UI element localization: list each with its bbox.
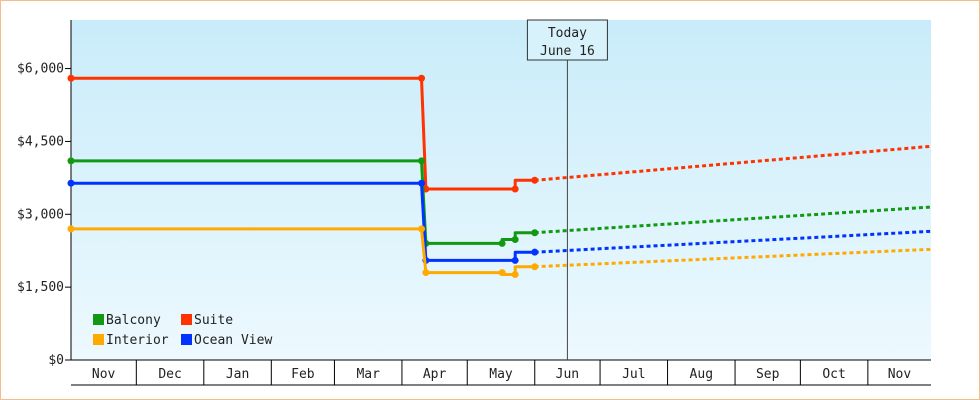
series-marker xyxy=(67,74,75,82)
legend-label: Interior xyxy=(106,333,169,348)
series-balcony xyxy=(67,157,932,247)
series-marker xyxy=(67,225,75,233)
x-tick-label: Feb xyxy=(291,367,315,382)
series-marker xyxy=(511,185,519,193)
series-marker xyxy=(498,269,506,277)
series-marker xyxy=(67,157,75,165)
series-forecast-line xyxy=(534,144,932,182)
series-marker xyxy=(531,263,539,271)
series-line xyxy=(71,181,535,262)
series-marker xyxy=(511,256,519,264)
series-marker xyxy=(418,74,426,82)
series-forecast-line xyxy=(534,229,932,254)
today-label: Today xyxy=(548,26,587,41)
today-annotation: Today June 16 xyxy=(526,19,608,360)
x-tick-label: Jul xyxy=(622,367,645,382)
y-tick-label: $3,000 xyxy=(17,207,64,222)
legend-label: Suite xyxy=(194,313,233,328)
series-marker xyxy=(511,271,519,279)
series-forecast-line xyxy=(534,247,932,269)
series-marker xyxy=(418,157,426,165)
legend-swatch xyxy=(181,334,192,345)
series-marker xyxy=(418,179,426,187)
x-tick-label: Sep xyxy=(756,367,780,382)
series-marker xyxy=(511,236,519,244)
legend-swatch xyxy=(93,334,104,345)
today-box xyxy=(526,19,608,61)
x-tick-label: Apr xyxy=(423,367,447,382)
series-marker xyxy=(418,225,426,233)
y-tick-label: $6,000 xyxy=(17,62,64,77)
y-tick-label: $4,500 xyxy=(17,134,64,149)
legend-label: Ocean View xyxy=(194,333,272,348)
y-tick-label: $0 xyxy=(48,353,64,368)
series-suite xyxy=(67,74,932,193)
x-axis: Nov Dec Jan Feb Mar Apr May Jun Jul Aug Sep Oct Nov xyxy=(71,359,931,386)
series-layer xyxy=(67,74,932,279)
legend-item-ocean-view: Ocean View xyxy=(181,333,272,348)
series-marker xyxy=(531,176,539,184)
legend-item-balcony: Balcony xyxy=(93,313,161,328)
series-marker xyxy=(67,179,75,187)
series-marker xyxy=(531,229,539,237)
series-interior xyxy=(67,225,932,279)
y-tick-label: $1,500 xyxy=(17,280,64,295)
x-tick-label: Nov xyxy=(888,367,912,382)
series-marker xyxy=(498,239,506,247)
x-tick-label: May xyxy=(489,367,513,382)
legend-item-interior: Interior xyxy=(93,333,169,348)
x-tick-label: Jun xyxy=(556,367,579,382)
legend-item-suite: Suite xyxy=(181,313,233,328)
legend-label: Balcony xyxy=(106,313,161,328)
legend-swatch xyxy=(181,314,192,325)
series-marker xyxy=(422,269,430,277)
legend-swatch xyxy=(93,314,104,325)
x-tick-label: Jan xyxy=(226,367,249,382)
x-tick-label: Oct xyxy=(822,367,845,382)
series-line xyxy=(71,76,535,191)
y-axis: $0 $1,500 $3,000 $4,500 $6,000 xyxy=(17,20,72,368)
x-tick-label: Dec xyxy=(158,367,181,382)
series-forecast-line xyxy=(534,205,932,235)
x-tick-label: Nov xyxy=(92,367,116,382)
x-tick-label: Mar xyxy=(356,367,380,382)
series-marker xyxy=(531,248,539,256)
legend: Balcony Suite Interior Ocean View xyxy=(93,313,272,348)
today-date-label: June 16 xyxy=(540,44,595,59)
x-tick-label: Aug xyxy=(690,367,713,382)
